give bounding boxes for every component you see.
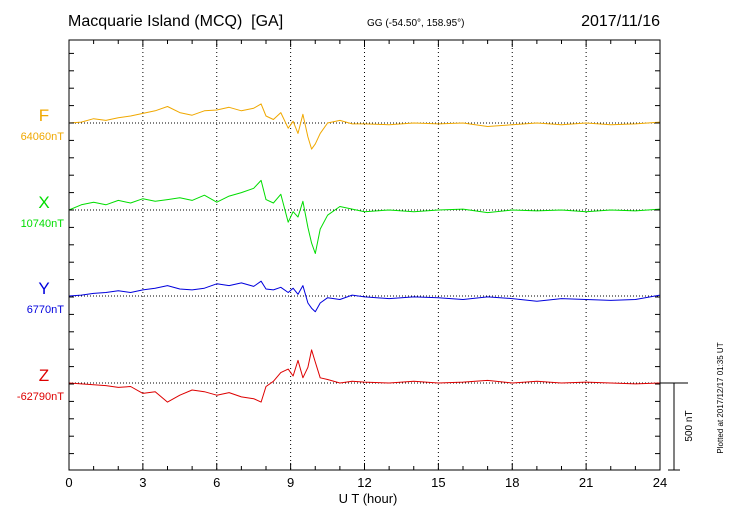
series-baseline-z: -62790nT (17, 391, 64, 403)
series-line-f (68, 103, 661, 150)
series-name-x: X (38, 193, 49, 212)
x-axis-label: U T (hour) (339, 491, 398, 506)
scale-bar-label: 500 nT (684, 410, 695, 441)
plotted-note: Plotted at 2017/12/17 01:35 UT (716, 342, 725, 453)
x-tick-label: 9 (287, 475, 294, 490)
x-tick-label: 3 (139, 475, 146, 490)
series-name-z: Z (39, 366, 49, 385)
series-line-z (68, 349, 661, 403)
x-tick-label: 15 (431, 475, 445, 490)
series-baseline-x: 10740nT (21, 218, 65, 230)
x-tick-label: 0 (65, 475, 72, 490)
series-line-x (68, 179, 661, 254)
x-tick-label: 6 (213, 475, 220, 490)
x-tick-label: 24 (653, 475, 667, 490)
grid-lines (142, 40, 587, 470)
x-tick-labels: 0 3 6 9 12 15 18 21 24 (65, 475, 667, 490)
axis-ticks (68, 40, 661, 470)
coords-label: GG (-54.50°, 158.95°) (367, 18, 465, 29)
x-tick-label: 21 (579, 475, 593, 490)
station-title: Macquarie Island (MCQ) [GA] (68, 13, 283, 30)
x-tick-label: 12 (357, 475, 371, 490)
series-curves (68, 103, 661, 403)
scale-bar: 500 nT (660, 382, 695, 471)
series-name-y: Y (38, 279, 49, 298)
series-baseline-y: 6770nT (27, 304, 65, 316)
series-line-y (68, 280, 661, 313)
series-name-f: F (39, 106, 49, 125)
x-tick-label: 18 (505, 475, 519, 490)
date-label: 2017/11/16 (581, 13, 660, 30)
series-labels: F 64060nT X 10740nT Y 6770nT Z -62790nT (17, 106, 64, 403)
series-baseline-f: 64060nT (21, 131, 65, 143)
